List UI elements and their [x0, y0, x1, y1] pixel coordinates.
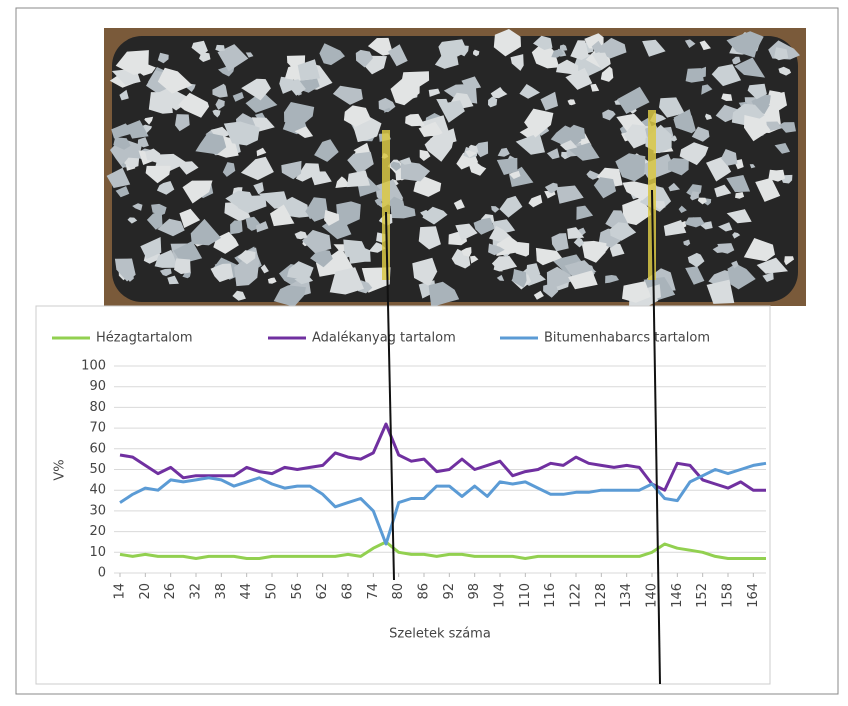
x-tick-label: 110 [518, 583, 533, 608]
x-tick-label: 158 [721, 583, 736, 608]
y-tick-label: 80 [89, 400, 106, 415]
x-tick-label: 14 [113, 583, 128, 600]
figure: V% Szeletek száma 0 10 20 30 40 50 60 70 80 90 100… [0, 0, 848, 702]
x-tick-label: 92 [442, 583, 457, 600]
x-tick-label: 152 [695, 583, 710, 608]
y-tick-label: 90 [89, 379, 106, 394]
x-tick-label: 62 [315, 583, 330, 600]
x-tick-label: 134 [619, 583, 634, 608]
x-tick-label: 80 [391, 583, 406, 600]
y-axis-title: V% [53, 459, 68, 480]
x-tick-label: 164 [746, 583, 761, 608]
x-tick-label: 20 [138, 583, 153, 600]
x-tick-label: 50 [265, 583, 280, 600]
legend-label: Hézagtartalom [96, 331, 193, 346]
y-tick-label: 0 [98, 566, 106, 581]
x-tick-label: 32 [189, 583, 204, 600]
x-tick-label: 140 [645, 583, 660, 608]
x-tick-label: 86 [417, 583, 432, 600]
y-tick-label: 100 [81, 359, 106, 374]
y-tick-label: 20 [89, 524, 106, 539]
y-tick-label: 30 [89, 503, 106, 518]
x-tick-label: 104 [493, 583, 508, 608]
x-tick-label: 38 [214, 583, 229, 600]
aggregate [686, 68, 704, 83]
x-tick-label: 122 [569, 583, 584, 608]
x-tick-label: 68 [341, 583, 356, 600]
x-tick-label: 56 [290, 583, 305, 600]
x-tick-label: 146 [670, 583, 685, 608]
legend-label: Bitumenhabarcs tartalom [544, 331, 710, 346]
x-tick-label: 44 [239, 583, 254, 600]
core-photo [104, 28, 806, 307]
x-tick-label: 98 [467, 583, 482, 600]
x-axis-title: Szeletek száma [389, 627, 491, 642]
y-tick-label: 50 [89, 462, 106, 477]
x-tick-label: 74 [366, 583, 381, 600]
x-tick-label: 26 [163, 583, 178, 600]
x-tick-label: 116 [543, 583, 558, 608]
y-tick-label: 10 [89, 545, 106, 560]
y-tick-label: 60 [89, 441, 106, 456]
y-tick-label: 70 [89, 421, 106, 436]
y-tick-label: 40 [89, 483, 106, 498]
legend-label: Adalékanyag tartalom [312, 331, 456, 346]
x-tick-label: 128 [594, 583, 609, 608]
